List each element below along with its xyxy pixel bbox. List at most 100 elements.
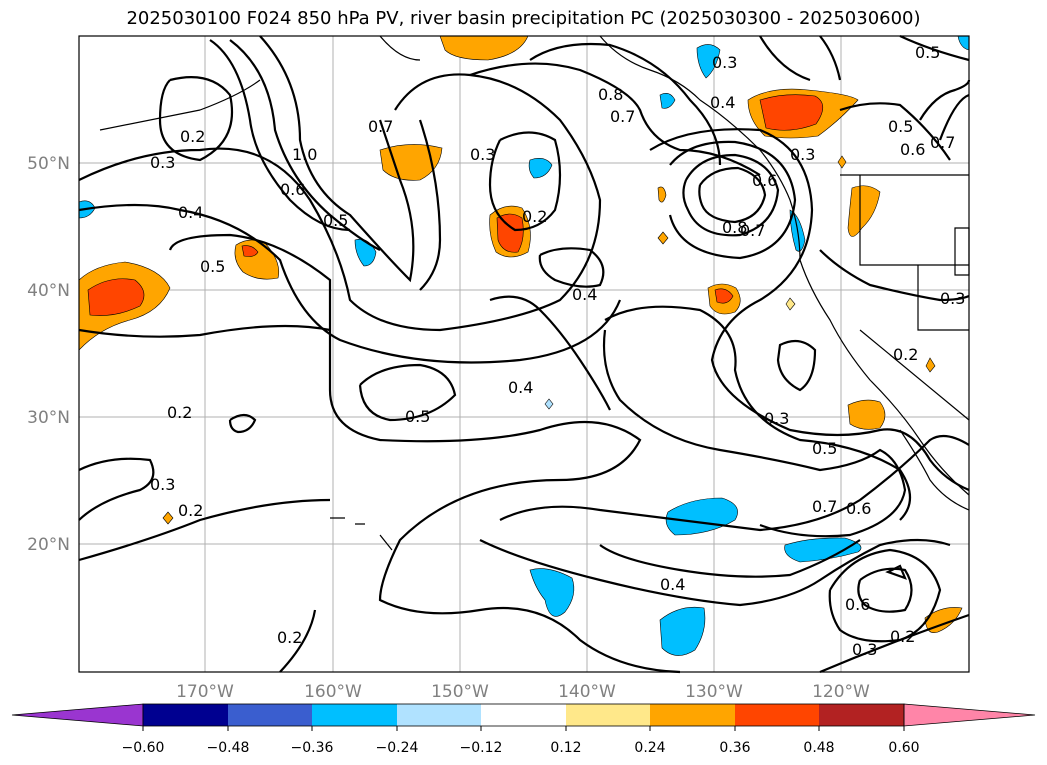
- map-title: 2025030100 F024 850 hPa PV, river basin …: [126, 8, 921, 29]
- contour-label: 0.8: [722, 218, 747, 237]
- precip-blob: [659, 606, 706, 656]
- lon-label: 120°W: [812, 682, 870, 702]
- contour-label: 0.6: [845, 595, 870, 614]
- contour-label: 0.4: [660, 575, 685, 594]
- colorbar-segment: [819, 704, 904, 726]
- contour-label: 0.5: [405, 407, 430, 426]
- contour-label: 0.7: [740, 221, 765, 240]
- coastline: [859, 329, 970, 421]
- contour-label: 0.2: [277, 628, 302, 647]
- contour-label: 0.5: [812, 439, 837, 458]
- pv-contour: [938, 93, 970, 141]
- contour-label: 1.0: [292, 145, 317, 164]
- coastline: [379, 35, 421, 61]
- precip-blob: [714, 288, 734, 304]
- pv-contour: [209, 39, 351, 232]
- pv-contour: [776, 339, 817, 392]
- precip-blob: [241, 245, 259, 257]
- colorbar: [11, 703, 1036, 731]
- contour-label: 0.7: [812, 497, 837, 516]
- precip-blob: [925, 357, 936, 373]
- coastlines: [99, 35, 970, 551]
- lat-label: 20°N: [27, 535, 70, 555]
- colorbar-ticks: −0.60 −0.48 −0.36 −0.24 −0.12 0.12 0.24 …: [122, 740, 920, 756]
- precip-blob: [785, 297, 796, 311]
- lat-label: 50°N: [27, 154, 70, 174]
- colorbar-segment: [650, 704, 735, 726]
- pv-contour: [668, 140, 797, 260]
- precip-blob: [162, 511, 174, 525]
- coastline: [840, 174, 970, 331]
- pv-contour: [158, 76, 234, 162]
- colorbar-segment: [566, 704, 650, 726]
- pv-contour: [885, 564, 907, 580]
- pv-contour: [828, 548, 942, 643]
- pv-contour: [418, 119, 442, 291]
- precip-blob: [759, 94, 824, 131]
- pv-contour: [819, 613, 970, 674]
- pv-contour: [857, 567, 913, 613]
- precip-blob: [544, 398, 554, 410]
- lon-label: 150°W: [431, 682, 489, 702]
- contour-label: 0.6: [752, 171, 777, 190]
- contour-label: 0.3: [712, 53, 737, 72]
- map-frame: [78, 35, 970, 673]
- pv-contour: [819, 35, 842, 81]
- contour-label: 0.3: [790, 145, 815, 164]
- pv-contour: [78, 324, 331, 338]
- coastline: [99, 79, 261, 131]
- contour-label: 0.2: [522, 207, 547, 226]
- lat-labels: 50°N 40°N 30°N 20°N: [27, 154, 70, 555]
- precip-blob: [354, 238, 377, 267]
- contour-label: 0.2: [890, 627, 915, 646]
- colorbar-tick-label: −0.36: [291, 740, 334, 756]
- contour-label: 0.2: [178, 501, 203, 520]
- contour-label: 0.4: [508, 378, 533, 397]
- contour-label: 0.4: [710, 93, 735, 112]
- coastline: [899, 429, 970, 511]
- contour-label: 0.3: [150, 475, 175, 494]
- precip-blob: [665, 497, 738, 536]
- pv-contour: [839, 102, 951, 161]
- pv-contours: [78, 35, 971, 674]
- colorbar-segment: [143, 704, 228, 726]
- contour-label: 0.7: [610, 107, 635, 126]
- colorbar-tick-label: −0.12: [460, 740, 503, 756]
- contour-label: 0.5: [915, 43, 940, 62]
- pv-contour: [78, 498, 331, 562]
- pv-contour: [538, 247, 605, 288]
- contour-label: 0.6: [846, 499, 871, 518]
- pv-contour: [358, 363, 457, 422]
- pv-contour: [488, 131, 562, 232]
- lat-label: 40°N: [27, 281, 70, 301]
- pv-contour: [602, 329, 907, 538]
- pv-contour: [489, 295, 611, 411]
- lon-label: 130°W: [685, 682, 743, 702]
- contour-label: 0.5: [323, 211, 348, 230]
- pv-contour: [78, 203, 622, 364]
- contour-label: 0.3: [940, 289, 965, 308]
- contour-label: 0.2: [180, 127, 205, 146]
- colorbar-extend-min: [11, 703, 144, 727]
- precip-blob: [529, 568, 575, 617]
- pv-contour: [78, 457, 155, 521]
- pv-contour: [599, 539, 861, 578]
- colorbar-extend-max: [903, 703, 1036, 727]
- precip-blob: [87, 278, 145, 316]
- pv-contour: [279, 609, 317, 673]
- precip-blob: [847, 185, 881, 237]
- lon-labels: 170°W 160°W 150°W 140°W 130°W 120°W: [176, 682, 870, 702]
- pv-contour: [479, 538, 951, 607]
- contour-labels: 0.2 0.3 0.4 0.5 0.6 1.0 0.7 0.5 0.3 0.2 …: [150, 43, 965, 659]
- precip-shading: [78, 35, 970, 656]
- precip-blob: [847, 399, 886, 430]
- precip-blob: [657, 186, 667, 203]
- colorbar-tick-label: 0.48: [803, 740, 834, 756]
- contour-label: 0.3: [150, 153, 175, 172]
- contour-label: 0.4: [178, 203, 203, 222]
- contour-label: 0.2: [893, 345, 918, 364]
- contour-label: 0.7: [930, 133, 955, 152]
- pv-contour: [229, 39, 381, 251]
- pv-contour: [899, 35, 970, 62]
